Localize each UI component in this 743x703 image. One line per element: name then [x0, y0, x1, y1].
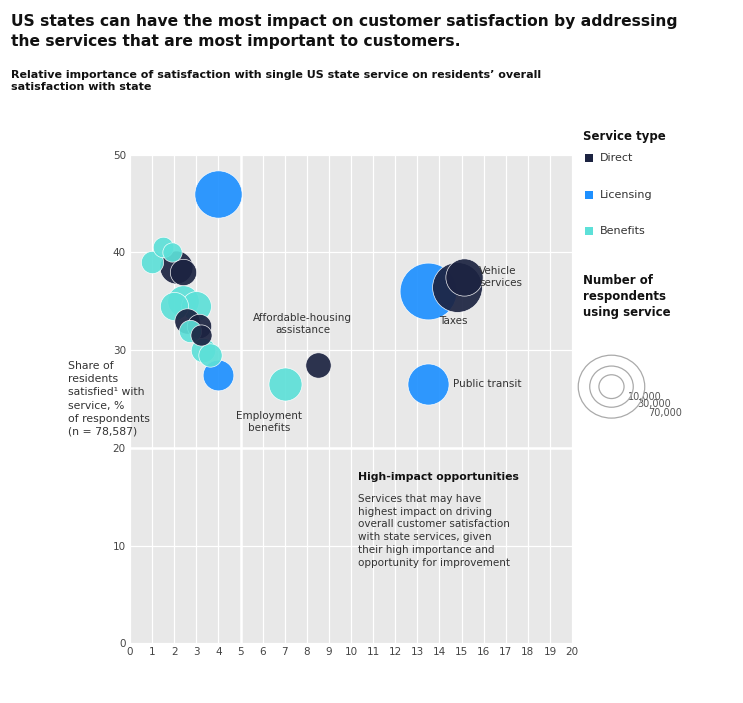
Point [279, 379, 291, 390]
Point [146, 257, 158, 268]
Point [170, 262, 182, 273]
Text: Licensing: Licensing [600, 190, 652, 200]
Text: Affordable-housing
assistance: Affordable-housing assistance [253, 313, 352, 335]
Text: Direct: Direct [600, 153, 633, 163]
Text: Vehicle
services: Vehicle services [479, 266, 522, 288]
Point [169, 300, 181, 311]
Text: Taxes: Taxes [440, 316, 468, 326]
Point [212, 369, 224, 380]
Text: Share of
residents
satisfied¹ with
service, %
of respondents
(n = 78,587): Share of residents satisfied¹ with servi… [68, 361, 150, 437]
Point [312, 359, 324, 370]
Text: Relative importance of satisfaction with single US state service on residents’ o: Relative importance of satisfaction with… [11, 70, 541, 92]
Point [451, 281, 463, 292]
Text: High-impact opportunities: High-impact opportunities [357, 472, 519, 482]
Point [177, 266, 189, 278]
Point [197, 344, 209, 356]
Text: US states can have the most impact on customer satisfaction by addressing: US states can have the most impact on cu… [11, 14, 678, 29]
Point [458, 271, 470, 283]
Point [195, 330, 207, 341]
Point [190, 300, 202, 311]
Point [192, 320, 204, 331]
Text: 30,000: 30,000 [637, 399, 671, 409]
Point [212, 188, 224, 200]
Point [158, 242, 169, 253]
Point [181, 315, 193, 326]
Text: Public transit: Public transit [452, 380, 522, 389]
Text: the services that are most important to customers.: the services that are most important to … [11, 34, 461, 49]
Point [166, 247, 178, 258]
Point [184, 325, 195, 336]
Point [423, 379, 435, 390]
Text: 70,000: 70,000 [649, 408, 682, 418]
Text: Employment
benefits: Employment benefits [236, 411, 302, 433]
Text: Benefits: Benefits [600, 226, 646, 236]
Text: Service type: Service type [583, 130, 666, 143]
Text: Number of
respondents
using service: Number of respondents using service [583, 274, 671, 319]
Point [177, 296, 189, 307]
Text: Services that may have
highest impact on driving
overall customer satisfaction
w: Services that may have highest impact on… [357, 494, 510, 568]
Text: 10,000: 10,000 [628, 392, 661, 401]
Point [204, 349, 215, 361]
Point [423, 286, 435, 297]
